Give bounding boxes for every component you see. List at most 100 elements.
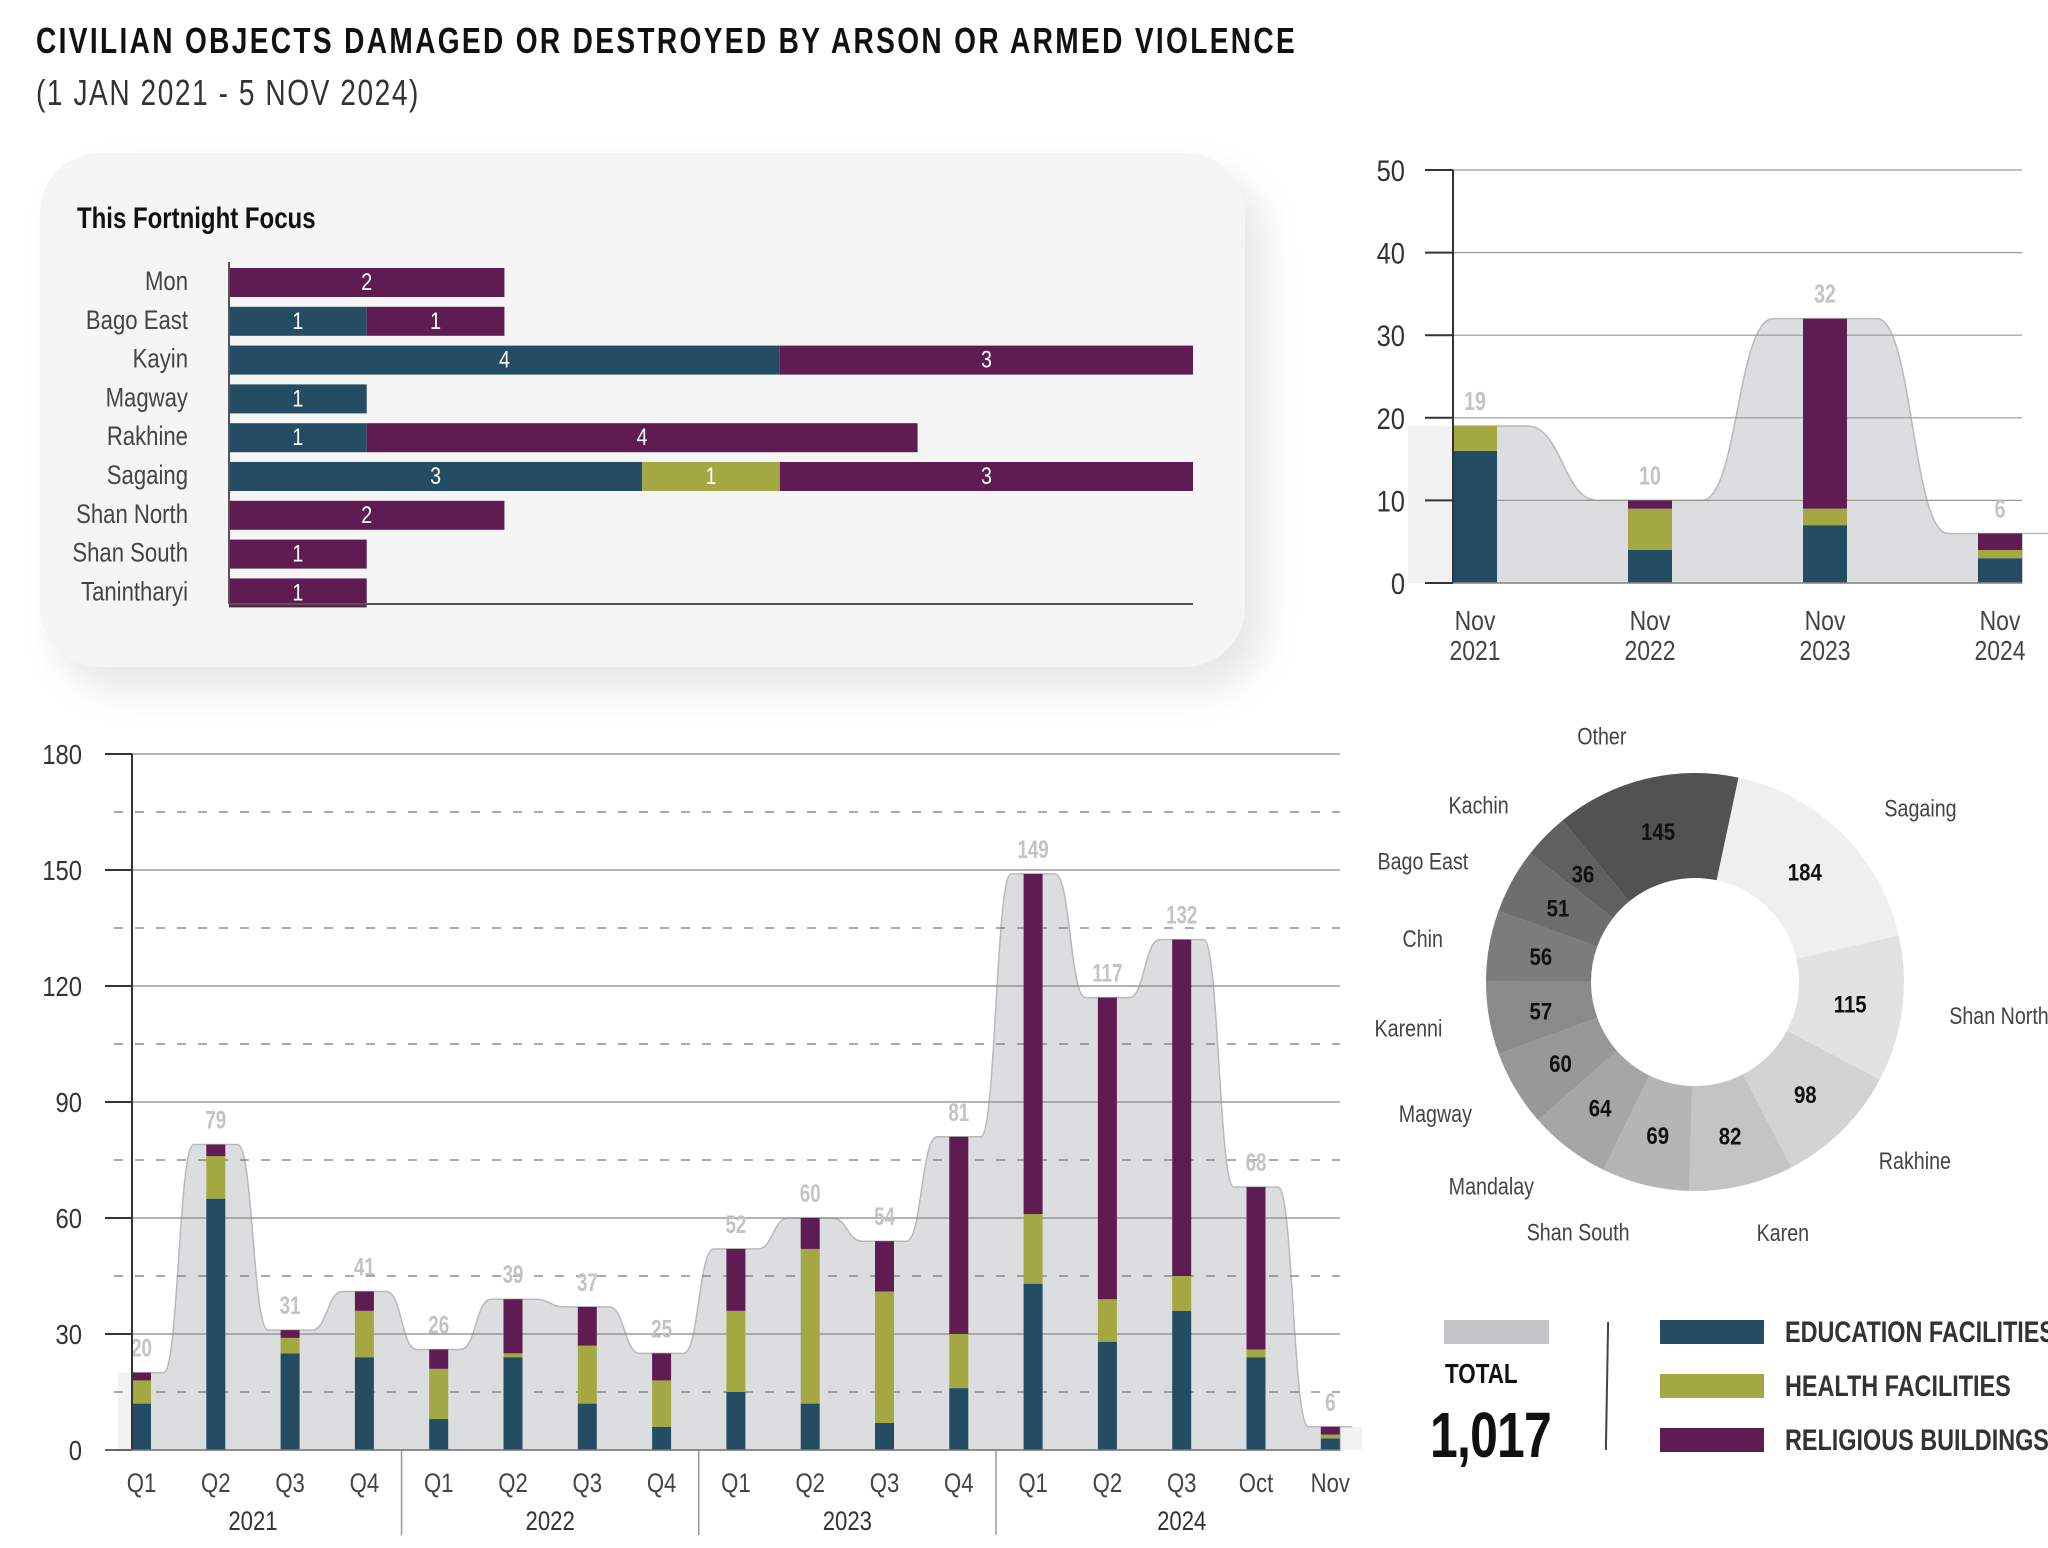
slice-value-label: 56 — [1530, 943, 1553, 970]
bar-segment-religious — [1628, 500, 1672, 509]
total-value: 1,017 — [1430, 1399, 1552, 1471]
x-tick-label: Q1 — [424, 1469, 454, 1499]
bar-segment-health — [503, 1353, 523, 1358]
bar-segment-religious — [1172, 939, 1192, 1276]
data-label: 1 — [292, 307, 303, 334]
x-tick-label: Oct — [1239, 1469, 1274, 1499]
fortnight-focus-title: This Fortnight Focus — [77, 200, 316, 234]
total-label: 10 — [1639, 461, 1661, 490]
bar-segment-education — [577, 1403, 597, 1450]
bar-segment-education — [229, 384, 367, 414]
x-tick-label: Nov — [1455, 606, 1496, 637]
legend-label-education: EDUCATION FACILITIES — [1785, 1316, 2048, 1349]
slice-value-label: 51 — [1547, 895, 1570, 922]
x-tick-label: 2022 — [1624, 636, 1675, 667]
donut-slice — [1603, 1075, 1693, 1191]
slice-category-label: Mandalay — [1449, 1173, 1534, 1200]
bar-segment-education — [1023, 1283, 1043, 1450]
bar-segment-health — [132, 1380, 151, 1404]
slice-value-label: 69 — [1646, 1122, 1669, 1149]
bar-segment-health — [800, 1248, 820, 1404]
slice-value-label: 98 — [1794, 1081, 1817, 1108]
x-tick-label: Nov — [1805, 606, 1846, 637]
total-label: 68 — [1246, 1148, 1267, 1176]
bar-segment-health — [1246, 1349, 1266, 1358]
total-label: 20 — [131, 1334, 152, 1362]
x-tick-label: Nov — [1630, 606, 1671, 637]
bar-segment-health — [354, 1310, 374, 1358]
bar-segment-religious — [1320, 1426, 1340, 1435]
slice-category-label: Shan North — [1949, 1002, 2048, 1029]
bar-segment-religious — [229, 268, 505, 297]
data-label: 1 — [292, 579, 303, 606]
bar-segment-education — [1803, 525, 1847, 583]
bar-segment-education — [652, 1426, 672, 1450]
regional-donut-chart: 184 Sagaing 115 Shan North 98 Rakhine 82 Karen 6… — [1375, 723, 2048, 1247]
bar-segment-health — [726, 1310, 746, 1392]
year-group-label: 2024 — [1157, 1507, 1206, 1537]
y-tick-label: 0 — [69, 1434, 82, 1466]
bar-segment-education — [229, 345, 780, 375]
bar-segment-health — [1097, 1299, 1117, 1342]
bar-segment-education — [229, 462, 643, 491]
band-backdrop — [1408, 426, 1453, 583]
bar-segment-education — [1172, 1310, 1192, 1450]
data-label: 4 — [637, 423, 648, 450]
bar-segment-religious — [1097, 997, 1117, 1300]
bar-segment-education — [429, 1419, 449, 1450]
x-tick-label: Q1 — [127, 1469, 157, 1499]
slice-value-label: 115 — [1834, 991, 1867, 1018]
x-tick-label: Q4 — [647, 1469, 677, 1499]
category-label: Mon — [145, 267, 188, 297]
category-label: Shan North — [76, 500, 188, 530]
y-tick-label: 180 — [42, 738, 82, 770]
y-tick-label: 40 — [1377, 237, 1405, 270]
bar-segment-education — [280, 1353, 300, 1450]
x-tick-label: Q3 — [275, 1469, 305, 1499]
bar-segment-education — [1097, 1341, 1117, 1450]
data-label: 3 — [430, 462, 441, 489]
y-tick-label: 90 — [56, 1086, 82, 1118]
total-label: TOTAL — [1445, 1358, 1518, 1389]
bar-segment-health — [642, 462, 780, 491]
slice-category-label: Shan South — [1527, 1218, 1630, 1245]
bar-segment-religious — [577, 1306, 597, 1346]
bar-segment-religious — [206, 1144, 226, 1157]
bar-segment-religious — [949, 1136, 969, 1334]
bar-segment-education — [354, 1357, 374, 1450]
bar-segment-education — [503, 1357, 523, 1450]
y-tick-label: 30 — [56, 1318, 82, 1350]
bar-segment-religious — [229, 578, 367, 608]
total-swatch — [1444, 1320, 1549, 1344]
donut-slice — [1716, 777, 1899, 959]
bar-segment-religious — [1978, 533, 2022, 550]
x-tick-label: Q3 — [870, 1469, 900, 1499]
total-label: 41 — [354, 1253, 375, 1281]
category-label: Shan South — [72, 539, 188, 569]
total-label: 6 — [1995, 494, 2006, 523]
religious-swatch — [1660, 1428, 1764, 1452]
year-group-label: 2022 — [526, 1507, 575, 1537]
x-tick-label: Q2 — [1093, 1469, 1123, 1499]
bar-segment-religious — [779, 345, 1193, 375]
bar-segment-religious — [429, 1349, 449, 1369]
bar-segment-religious — [800, 1218, 820, 1249]
total-label: 60 — [800, 1179, 821, 1207]
fortnight-focus-chart: This Fortnight Focus Mon 2 Bago East 1 1 Kayi… — [72, 200, 1193, 608]
slice-value-label: 64 — [1589, 1095, 1612, 1122]
data-label: 1 — [292, 540, 303, 567]
category-label: Tanintharyi — [81, 577, 188, 607]
bar-segment-health — [1023, 1214, 1043, 1284]
donut-slice — [1486, 910, 1598, 982]
slice-value-label: 57 — [1530, 998, 1553, 1025]
bar-segment-education — [132, 1403, 151, 1450]
bar-segment-religious — [132, 1372, 151, 1381]
slice-value-label: 82 — [1719, 1123, 1742, 1150]
total-band — [1452, 317, 2048, 584]
year-group-label: 2023 — [823, 1507, 872, 1537]
y-tick-label: 60 — [56, 1202, 82, 1234]
bar-segment-health — [875, 1291, 894, 1423]
donut-slice — [1498, 1017, 1617, 1121]
bar-segment-health — [1172, 1276, 1192, 1311]
